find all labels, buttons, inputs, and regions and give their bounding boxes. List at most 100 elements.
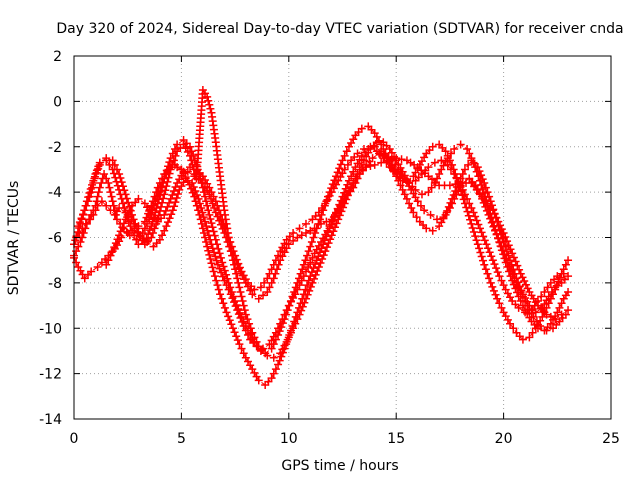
- interpolated-marker: [123, 210, 132, 219]
- interpolated-marker: [120, 186, 129, 195]
- interpolated-marker: [264, 377, 273, 386]
- interpolated-marker: [511, 257, 520, 266]
- interpolated-marker: [221, 224, 230, 233]
- data-point-marker: [372, 147, 381, 156]
- interpolated-marker: [307, 268, 316, 277]
- interpolated-marker: [215, 249, 224, 258]
- data-point-marker: [508, 276, 517, 285]
- interpolated-marker: [196, 114, 205, 123]
- interpolated-marker: [397, 169, 406, 178]
- interpolated-marker: [232, 300, 241, 309]
- interpolated-marker: [167, 210, 176, 219]
- data-point-marker: [340, 199, 349, 208]
- interpolated-marker: [199, 228, 208, 237]
- data-point-marker: [321, 199, 330, 208]
- interpolated-marker: [162, 166, 171, 175]
- data-point-marker: [121, 190, 130, 199]
- data-point-marker: [280, 315, 289, 324]
- data-point-marker: [460, 199, 469, 208]
- data-point-marker: [430, 179, 439, 188]
- data-point-marker: [301, 228, 310, 237]
- interpolated-marker: [207, 188, 216, 197]
- data-point-marker: [377, 140, 386, 149]
- data-point-marker: [241, 353, 250, 362]
- interpolated-marker: [322, 217, 331, 226]
- interpolated-marker: [318, 255, 327, 264]
- data-point-marker: [553, 272, 562, 281]
- interpolated-marker: [122, 194, 131, 203]
- interpolated-marker: [310, 274, 319, 283]
- data-point-marker: [269, 274, 278, 283]
- interpolated-marker: [204, 206, 213, 215]
- interpolated-marker: [85, 192, 94, 201]
- data-point-marker: [482, 197, 491, 206]
- interpolated-marker: [265, 269, 274, 278]
- interpolated-marker: [380, 151, 389, 160]
- y-tick-label: 0: [53, 94, 62, 110]
- data-point-marker: [338, 156, 347, 165]
- data-point-marker: [115, 204, 124, 213]
- interpolated-marker: [335, 211, 344, 220]
- interpolated-marker: [288, 292, 297, 301]
- interpolated-marker: [317, 210, 326, 219]
- data-point-marker: [203, 92, 212, 101]
- interpolated-marker: [311, 211, 320, 220]
- interpolated-marker: [168, 190, 177, 199]
- interpolated-marker: [173, 189, 182, 198]
- interpolated-marker: [195, 168, 204, 177]
- interpolated-marker: [514, 278, 523, 287]
- interpolated-marker: [353, 159, 362, 168]
- interpolated-marker: [540, 300, 549, 309]
- data-point-marker: [516, 269, 525, 278]
- data-point-marker: [263, 351, 272, 360]
- interpolated-marker: [252, 337, 261, 346]
- x-tick-label: 5: [177, 431, 186, 447]
- interpolated-marker: [211, 133, 220, 142]
- interpolated-marker: [152, 219, 161, 228]
- interpolated-marker: [236, 287, 245, 296]
- interpolated-marker: [243, 315, 252, 324]
- interpolated-marker: [227, 320, 236, 329]
- interpolated-marker: [499, 250, 508, 259]
- data-point-marker: [538, 312, 547, 321]
- data-point-marker: [411, 176, 420, 185]
- interpolated-marker: [117, 178, 126, 187]
- interpolated-marker: [300, 298, 309, 307]
- data-point-marker: [76, 238, 85, 247]
- interpolated-marker: [195, 199, 204, 208]
- interpolated-marker: [225, 316, 234, 325]
- interpolated-marker: [493, 268, 502, 277]
- interpolated-marker: [295, 281, 304, 290]
- data-point-marker: [256, 346, 265, 355]
- interpolated-marker: [501, 242, 510, 251]
- interpolated-marker: [214, 159, 223, 168]
- interpolated-marker: [136, 232, 145, 241]
- data-point-marker: [475, 224, 484, 233]
- interpolated-marker: [336, 173, 345, 181]
- interpolated-marker: [487, 252, 496, 261]
- data-point-marker: [508, 297, 517, 306]
- interpolated-marker: [277, 323, 286, 332]
- interpolated-marker: [509, 280, 518, 289]
- data-point-marker: [312, 224, 321, 233]
- data-point-marker: [525, 287, 534, 296]
- data-point-marker: [179, 135, 188, 144]
- data-point-marker: [173, 163, 182, 172]
- y-tick-label: -12: [39, 367, 62, 383]
- interpolated-marker: [115, 237, 124, 246]
- interpolated-marker: [201, 89, 210, 98]
- interpolated-marker: [440, 181, 449, 190]
- data-point-marker: [387, 156, 396, 165]
- interpolated-marker: [367, 125, 376, 134]
- interpolated-marker: [349, 179, 358, 188]
- interpolated-marker: [297, 231, 306, 240]
- interpolated-marker: [210, 129, 219, 138]
- interpolated-marker: [490, 260, 499, 269]
- data-point-marker: [102, 154, 111, 163]
- interpolated-marker: [163, 218, 172, 227]
- interpolated-marker: [154, 195, 163, 204]
- interpolated-marker: [94, 162, 103, 171]
- interpolated-marker: [129, 215, 138, 224]
- interpolated-marker: [75, 228, 84, 237]
- interpolated-marker: [306, 226, 315, 235]
